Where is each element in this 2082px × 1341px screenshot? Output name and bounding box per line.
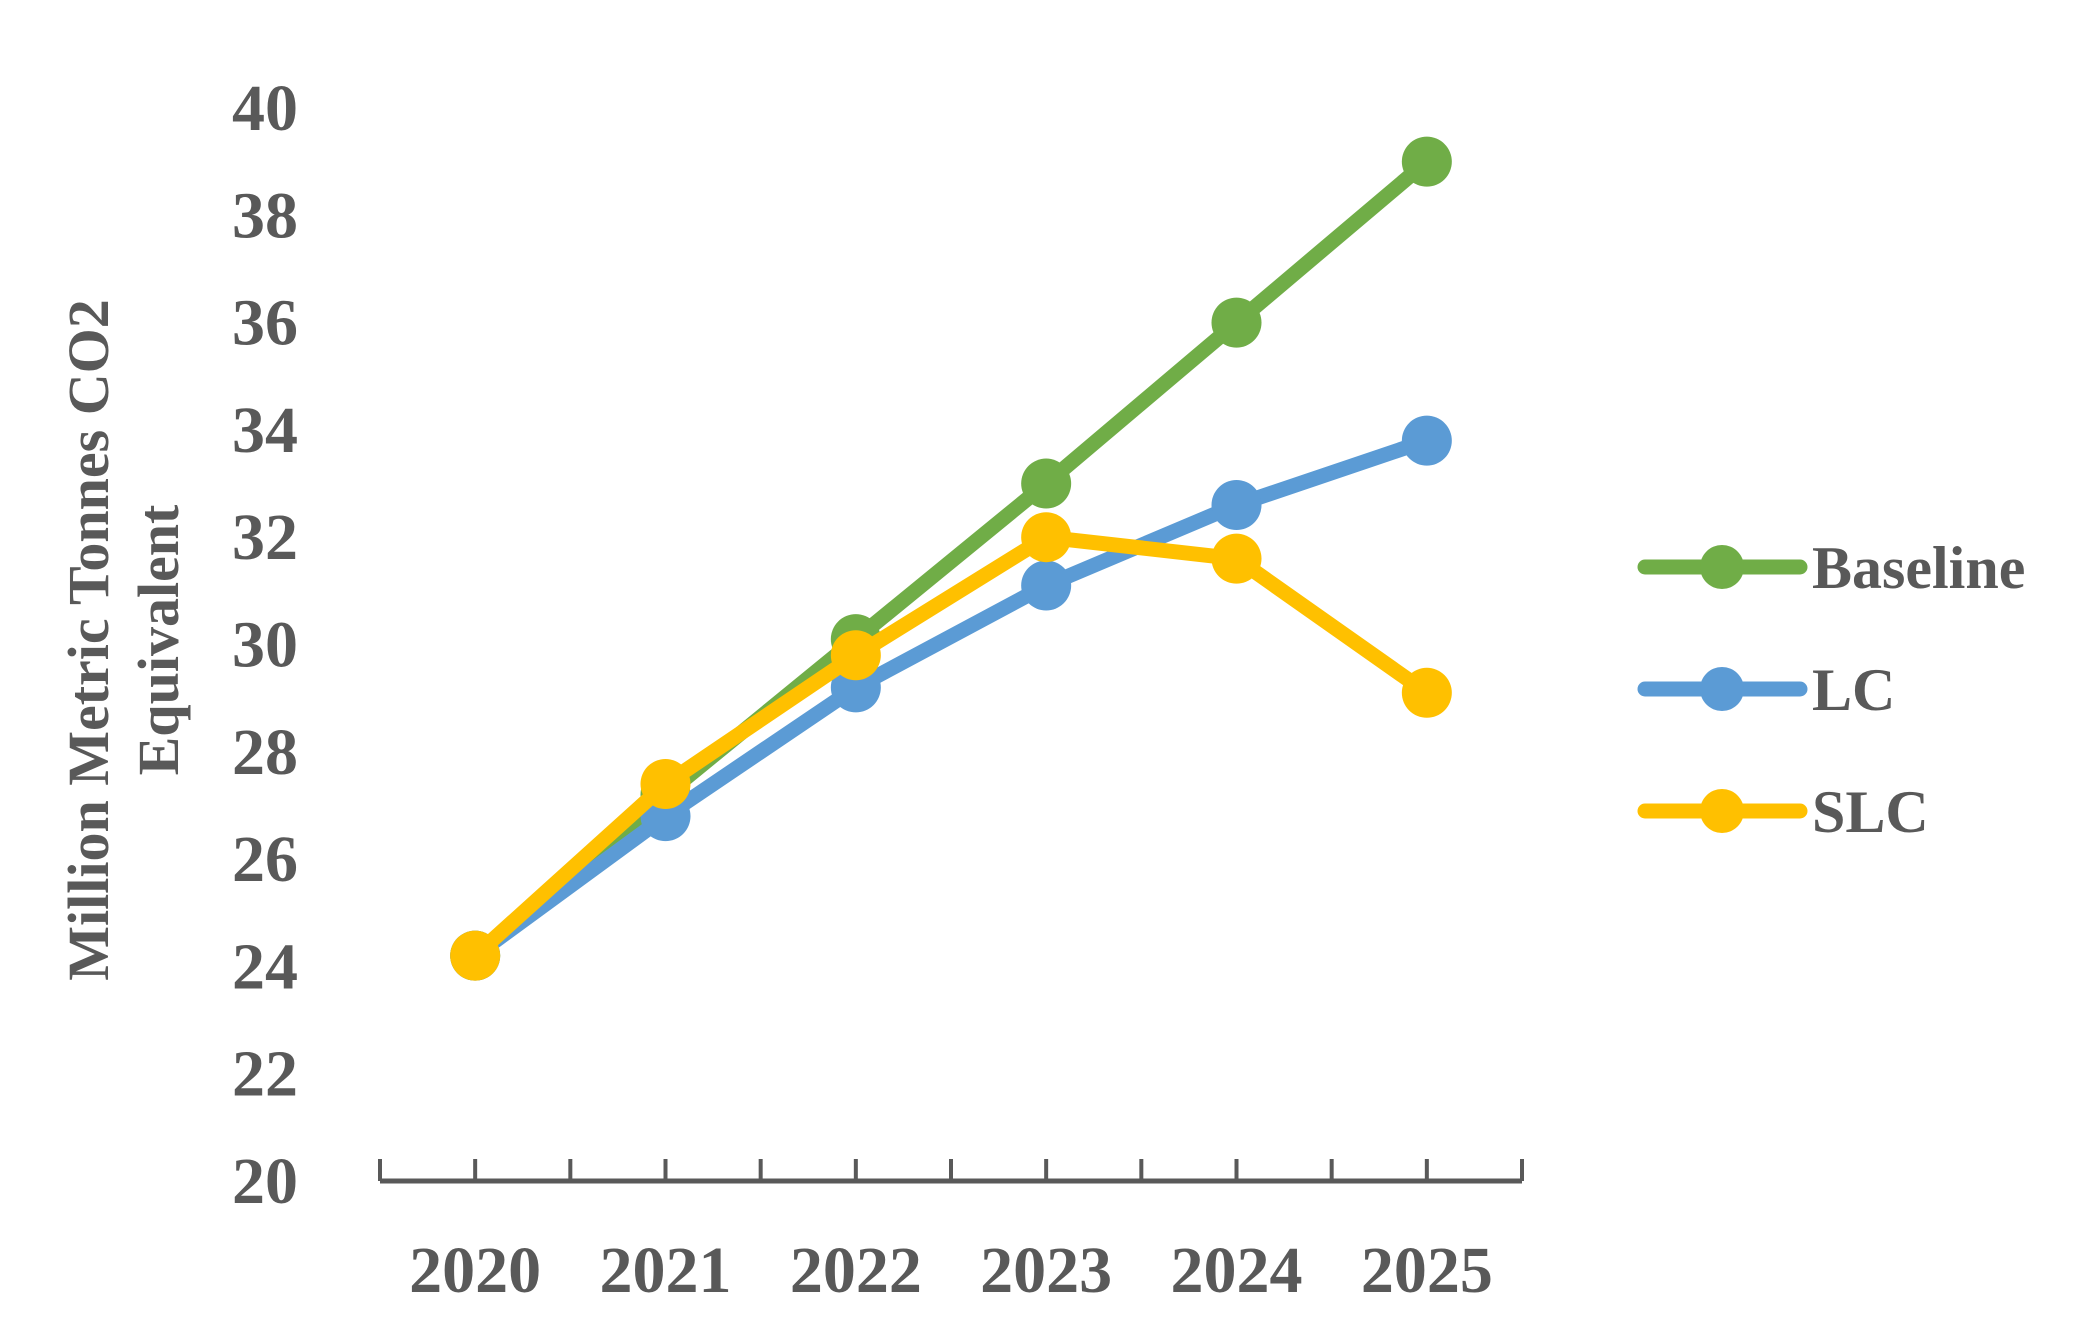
y-tick-label: 26: [232, 823, 298, 896]
y-tick-label: 36: [232, 287, 298, 360]
data-point: [450, 930, 501, 981]
legend-label: SLC: [1812, 779, 1929, 845]
y-tick-label: 34: [232, 394, 298, 467]
y-tick-label: 20: [232, 1145, 298, 1218]
data-point: [1211, 297, 1262, 348]
series-baseline: [450, 136, 1452, 981]
series-line: [467, 433, 1435, 964]
data-point: [1401, 667, 1452, 718]
data-point: [1021, 560, 1072, 611]
x-tick-label: 2020: [409, 1234, 541, 1307]
y-tick-label: 32: [232, 501, 298, 574]
data-point: [1401, 415, 1452, 466]
x-tick-label: 2021: [600, 1234, 732, 1307]
data-point: [830, 630, 881, 681]
y-axis-title: Million Metric Tonnes CO2 Equivalent: [56, 299, 191, 981]
data-point: [1021, 512, 1072, 563]
y-tick-label: 30: [232, 609, 298, 682]
x-axis: [378, 1159, 1524, 1184]
data-point: [640, 758, 691, 809]
legend-marker: [1700, 667, 1744, 711]
series-slc: [450, 512, 1452, 981]
y-axis-title-line-2: Equivalent: [126, 504, 191, 775]
legend-marker: [1700, 545, 1744, 589]
y-axis-title-line-1: Million Metric Tonnes CO2: [56, 299, 121, 981]
legend-label: LC: [1812, 657, 1895, 723]
y-axis-tick-labels: 20 22 24 26 28 30 32 34 36 38 40: [232, 72, 298, 1218]
x-tick-label: 2022: [790, 1234, 922, 1307]
series-line: [467, 529, 1435, 964]
y-tick-label: 38: [232, 179, 298, 252]
x-tick-label: 2023: [980, 1234, 1112, 1307]
legend-marker: [1700, 789, 1744, 833]
legend-item-lc: LC: [1637, 657, 1895, 723]
y-tick-label: 28: [232, 716, 298, 789]
legend-label: Baseline: [1812, 535, 2025, 601]
x-axis-tick-labels: 2020 2021 2022 2023 2024 2025: [409, 1234, 1493, 1307]
x-tick-label: 2025: [1361, 1234, 1493, 1307]
legend: Baseline LC SLC: [1637, 535, 2025, 845]
y-tick-label: 22: [232, 1038, 298, 1111]
x-tick-label: 2024: [1171, 1234, 1303, 1307]
data-point: [1211, 480, 1262, 531]
y-tick-label: 24: [232, 930, 298, 1003]
data-point: [1021, 458, 1072, 509]
series-lc: [450, 415, 1452, 981]
legend-item-slc: SLC: [1637, 779, 1929, 845]
data-point: [1401, 136, 1452, 187]
y-tick-label: 40: [232, 72, 298, 145]
legend-item-baseline: Baseline: [1637, 535, 2025, 601]
series-layer: [450, 136, 1452, 981]
data-point: [1211, 533, 1262, 584]
